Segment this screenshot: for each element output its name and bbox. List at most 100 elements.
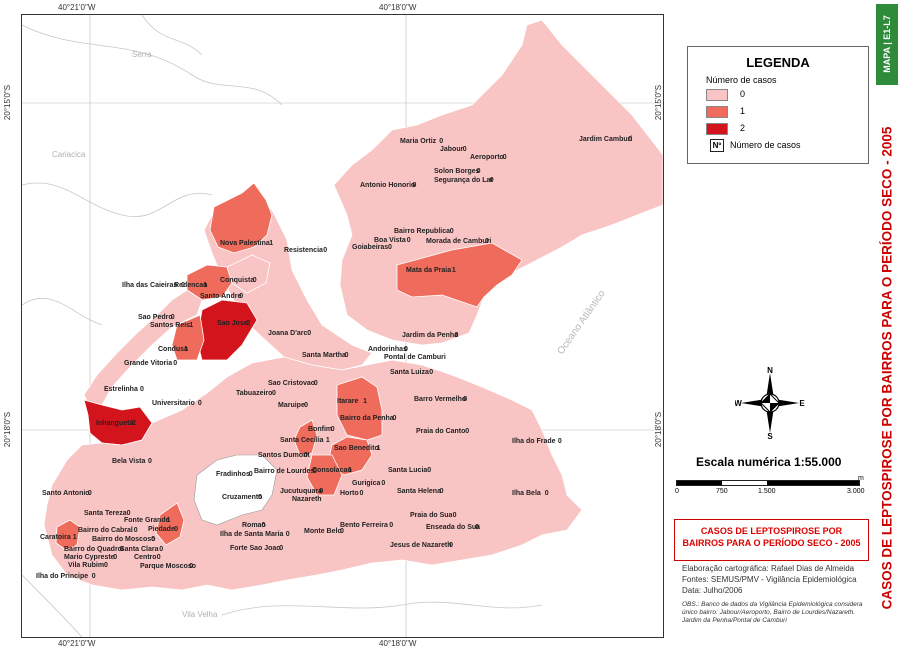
map-frame[interactable]: Serra Cariacica Vila Velha Oceano Atlânt… [21, 14, 664, 638]
compass-e: E [799, 399, 805, 408]
polygon-inner-bay [193, 454, 278, 526]
neighborhood-label: Vila Rubim [68, 562, 104, 569]
coord-right-top: 20°15'0"S [654, 84, 664, 121]
neighborhood-label: Pontal de Camburi [384, 354, 446, 361]
neighborhood-label: Bairro do Quadro [64, 546, 122, 553]
neighborhood-label: Enseada do Sua [426, 524, 480, 531]
neighborhood-label: Ilha do Principe [36, 573, 88, 580]
neighborhood-label: Cruzamento [222, 494, 262, 501]
neighborhood-case-count: 0 [140, 386, 144, 393]
neighborhood-case-count: 0 [286, 531, 290, 538]
neighborhood-case-count: 0 [171, 314, 175, 321]
compass-w: W [735, 399, 742, 408]
title-box: CASOS DE LEPTOSPIROSE POR BAIRROS PARA O… [674, 519, 869, 561]
coord-bottom-left: 40°21'0"W [58, 639, 96, 648]
polygon-santa-cecilia [293, 419, 318, 456]
neighborhood-label: Barro Vermelho [414, 396, 466, 403]
neighborhood-label: Santa Martha [302, 352, 346, 359]
legend-number-symbol: Nº [710, 139, 724, 152]
neighborhood-case-count: 1 [377, 445, 381, 452]
neighborhood-label: Ilha das Caieiras [122, 282, 177, 289]
scale-seg-2 [722, 481, 767, 485]
neighborhood-label: Santos Dumont [258, 452, 310, 459]
neighborhood-case-count: 0 [314, 380, 318, 387]
neighborhood-case-count: 0 [262, 522, 266, 529]
obs-note: OBS.: Banco de dados da Vigilância Epide… [682, 601, 863, 624]
scale-tick-1: 750 [716, 488, 728, 495]
neighborhood-case-count: 0 [453, 512, 457, 519]
neighborhood-case-count: 0 [558, 438, 562, 445]
neighborhood-label: Ilha do Frade [512, 438, 556, 445]
neighborhood-case-count: 0 [249, 471, 253, 478]
polygon-consolacao [306, 454, 343, 496]
neighborhood-case-count: 0 [120, 546, 124, 553]
neighborhood-label: Santa Helena [397, 488, 441, 495]
polygon-sao-jose [196, 299, 258, 361]
neighborhood-label: Bairro Republica [394, 228, 450, 235]
neighborhood-label: Itarare [337, 398, 359, 405]
polygon-nova-palestina [209, 182, 273, 254]
neighborhood-label: Centro [134, 554, 157, 561]
neighborhood-label: Bairro do Moscoso [92, 536, 155, 543]
neighborhood-case-count: 0 [88, 490, 92, 497]
scale-title: Escala numérica 1:55.000 [696, 455, 842, 469]
neighborhood-case-count: 0 [319, 488, 323, 495]
polygon-itarare [336, 376, 383, 441]
neighborhood-case-count: 0 [258, 494, 262, 501]
legend: LEGENDA Número de casos 0 1 2 Nº Número … [687, 46, 869, 164]
legend-subtitle: Número de casos [706, 75, 777, 85]
scale-seg-3 [767, 481, 859, 485]
compass-s: S [767, 432, 773, 439]
neighborhood-label: Gurigica [352, 480, 381, 487]
neighborhood-case-count: 0 [151, 536, 155, 543]
title-box-text: CASOS DE LEPTOSPIROSE POR BAIRROS PARA O… [675, 525, 868, 549]
neighborhood-case-count: 0 [628, 136, 632, 143]
neighborhood-case-count: 0 [272, 390, 276, 397]
neighborhood-label: Joana D'arc [268, 330, 308, 337]
neighborhood-label: Redencao [174, 282, 207, 289]
map-code: MAPA | E1-L7 [882, 15, 892, 73]
neighborhood-label: Estrelinha [104, 386, 138, 393]
neighborhood-case-count: 1 [363, 398, 367, 405]
neighborhood-case-count: 0 [148, 458, 152, 465]
label-cariacica: Cariacica [52, 150, 86, 159]
neighborhood-label: Jesus de Nazareth [390, 542, 451, 549]
neighborhood-case-count: 0 [485, 238, 489, 245]
neighborhood-label: Bento Ferreira [340, 522, 388, 529]
neighborhood-label: Sao Benedito [334, 445, 379, 452]
coord-top-right: 40°18'0"W [379, 3, 417, 12]
neighborhood-label: Jardim da Penha [402, 332, 458, 339]
scale-bar-area: Escala numérica 1:55.000 0 750 1.500 3.0… [670, 452, 870, 502]
coord-top-left: 40°21'0"W [58, 3, 96, 12]
neighborhood-case-count: 0 [127, 510, 131, 517]
polygon-condusa [171, 314, 205, 361]
neighborhood-label: Santo Antonio [42, 490, 90, 497]
neighborhood-case-count: 1 [326, 437, 330, 444]
neighborhood-case-count: 1 [269, 240, 273, 247]
neighborhood-label: Morada de Camburi [426, 238, 491, 245]
neighborhood-case-count: 0 [340, 528, 344, 535]
credits-sources: Fontes: SEMUS/PMV - Vigilância Epidemiol… [682, 575, 857, 584]
legend-title: LEGENDA [746, 55, 810, 70]
neighborhood-label: Bairro da Penha [340, 415, 394, 422]
neighborhood-label: Condusa [158, 346, 188, 353]
neighborhood-label: Maruipe [278, 402, 305, 409]
neighborhood-label: Universitario [152, 400, 195, 407]
neighborhood-case-count: 0 [173, 360, 177, 367]
compass-rose-icon: N S W E [735, 367, 805, 439]
scale-bar [676, 480, 860, 486]
neighborhood-label: Bela Vista [112, 458, 145, 465]
neighborhood-case-count: 0 [157, 554, 161, 561]
scale-tick-2: 1.500 [758, 488, 776, 495]
neighborhood-case-count: 0 [92, 573, 96, 580]
map-canvas: Serra Cariacica Vila Velha Oceano Atlânt… [22, 15, 663, 637]
neighborhood-case-count: 0 [239, 293, 243, 300]
legend-swatch-0 [706, 89, 728, 101]
neighborhood-label: Inhanguetá [96, 420, 133, 427]
neighborhood-case-count: 0 [477, 168, 481, 175]
neighborhood-label: Ilha Bela [512, 490, 541, 497]
neighborhood-case-count: 1 [167, 517, 171, 524]
neighborhood-label: Santo Andre [200, 293, 241, 300]
credits-author: Elaboração cartográfica: Rafael Dias de … [682, 564, 855, 573]
neighborhood-case-count: 0 [427, 467, 431, 474]
